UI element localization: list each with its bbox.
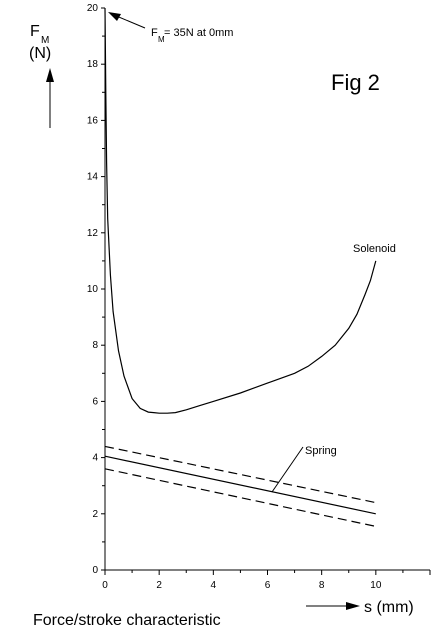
x-tick-label: 2 bbox=[156, 580, 162, 591]
y-tick-label: 16 bbox=[87, 115, 99, 126]
axes bbox=[104, 8, 430, 571]
series-curves bbox=[104, 7, 377, 527]
annotation-main: F bbox=[151, 27, 158, 39]
x-axis-arrow-head bbox=[346, 602, 360, 610]
series-label-solenoid: Solenoid bbox=[353, 243, 396, 255]
x-tick-label: 4 bbox=[211, 580, 217, 591]
annotation-arrow-head bbox=[108, 12, 121, 21]
y-tick-label: 12 bbox=[87, 228, 99, 239]
chart-title: Fig 2 bbox=[331, 70, 380, 95]
series-label-spring: Spring bbox=[305, 445, 337, 457]
x-tick-label: 10 bbox=[370, 580, 382, 591]
series-spring-curve bbox=[104, 455, 376, 515]
tolerance-band-line-3 bbox=[104, 468, 376, 527]
spring-label-leader bbox=[271, 446, 304, 493]
annotation-suffix: = 35N at 0mm bbox=[164, 27, 233, 39]
y-tick-label: 14 bbox=[87, 172, 99, 183]
y-tick-label: 18 bbox=[87, 59, 99, 70]
y-tick-label: 0 bbox=[92, 565, 98, 576]
y-tick-label: 2 bbox=[92, 509, 98, 520]
ticks: 0 2 4 6 8 10 12 14 16 18 20 0 2 4 6 8 10 bbox=[87, 3, 431, 591]
tolerance-band-line-2 bbox=[104, 445, 376, 504]
y-axis-unit: (N) bbox=[29, 45, 51, 62]
annotation-subscript: M bbox=[158, 35, 165, 44]
chart-caption: Force/stroke characteristic bbox=[33, 612, 221, 629]
x-tick-label: 8 bbox=[319, 580, 325, 591]
y-tick-label: 20 bbox=[87, 3, 99, 14]
y-axis-arrow-head bbox=[46, 68, 54, 82]
y-tick-label: 4 bbox=[92, 453, 98, 464]
y-tick-label: 10 bbox=[87, 284, 99, 295]
y-axis-label-subscript: M bbox=[41, 35, 49, 46]
y-tick-label: 8 bbox=[92, 340, 98, 351]
y-tick-label: 6 bbox=[92, 396, 98, 407]
x-tick-label: 6 bbox=[265, 580, 271, 591]
y-axis-label: F bbox=[30, 23, 40, 40]
x-tick-label: 0 bbox=[102, 580, 108, 591]
series-solenoid-curve bbox=[104, 7, 377, 414]
x-axis-label: s (mm) bbox=[364, 599, 414, 616]
